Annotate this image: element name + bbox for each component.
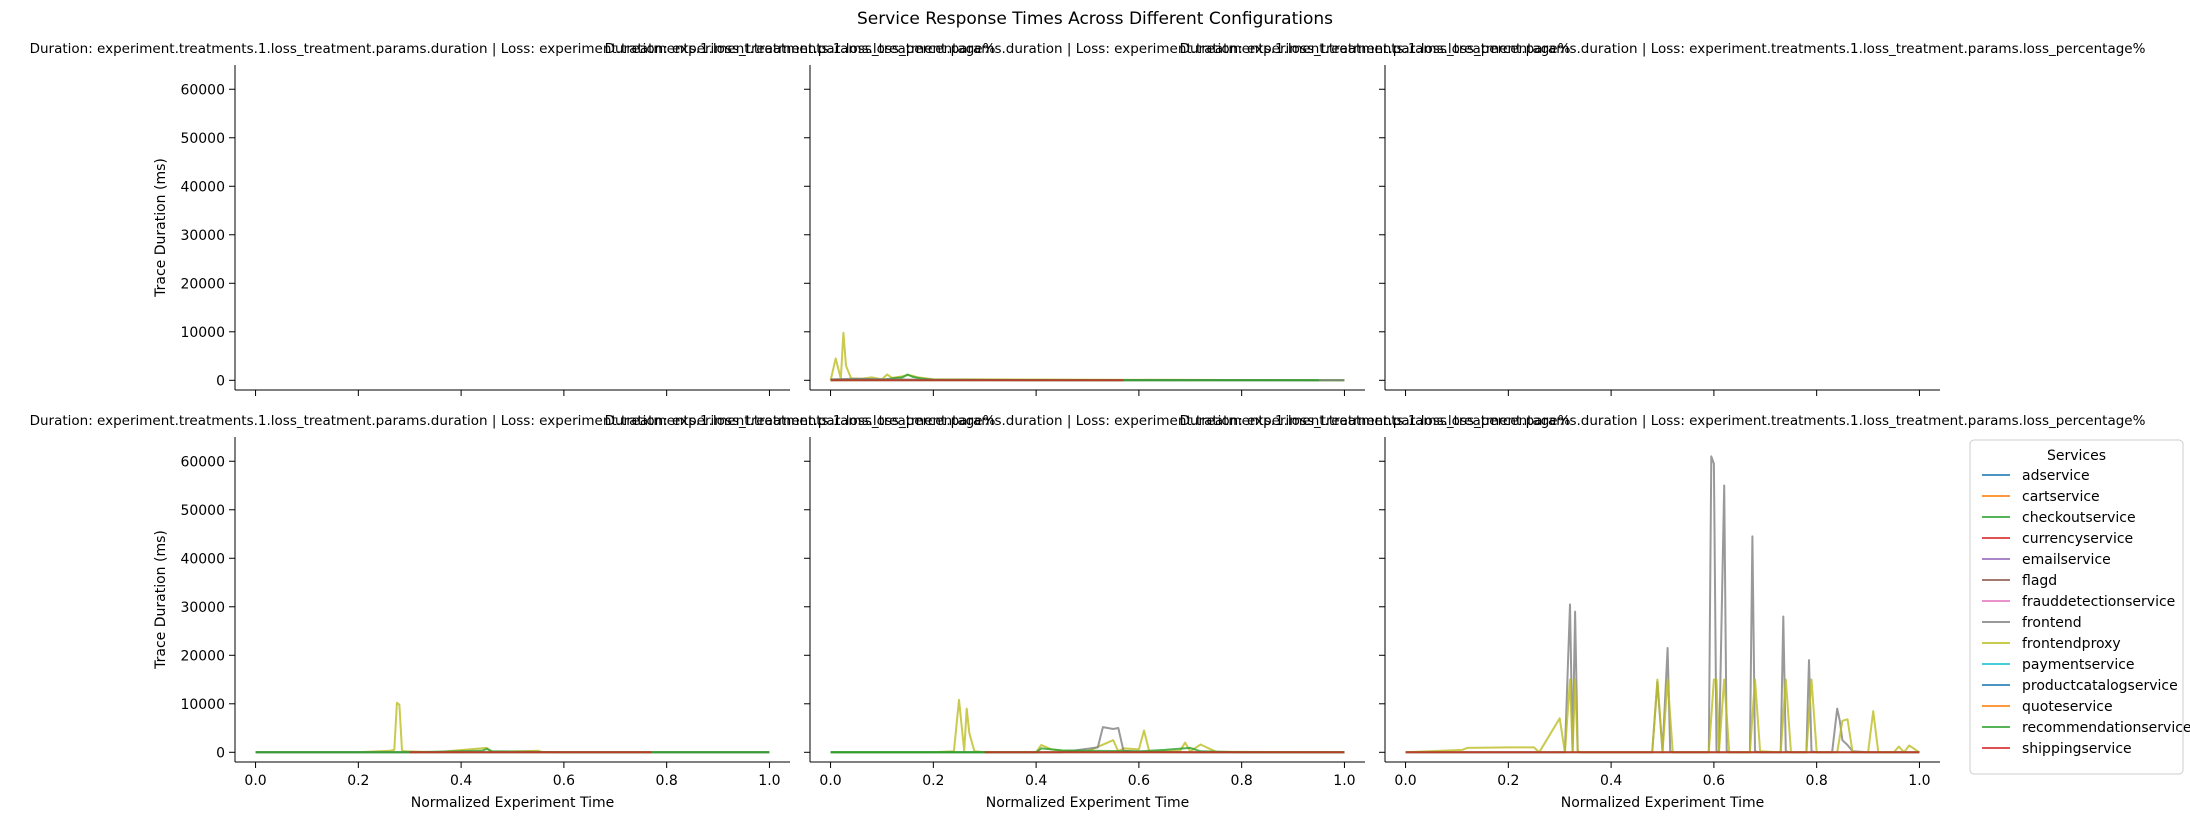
series-line-frontendproxy [255,701,770,754]
x-axis-label: Normalized Experiment Time [411,795,614,811]
x-tick-label: 0.8 [656,773,678,789]
legend-label-shippingservice: shippingservice [2022,741,2132,757]
legend-label-checkoutservice: checkoutservice [2022,510,2136,526]
x-tick-label: 0.6 [553,773,575,789]
y-tick-label: 0 [216,745,225,761]
series-line-frontendproxy [830,698,1345,754]
panel-title: Duration: experiment.treatments.1.loss_t… [605,413,1571,429]
series-group [829,331,1345,382]
y-tick-label: 10000 [180,697,225,713]
y-tick-label: 10000 [180,325,225,341]
x-tick-label: 0.8 [1231,773,1253,789]
legend-label-frontendproxy: frontendproxy [2022,636,2121,652]
x-tick-label: 0.6 [1703,773,1725,789]
y-axis-label: Trace Duration (ms) [153,530,169,670]
x-tick-label: 0.4 [1025,773,1047,789]
y-tick-label: 50000 [180,131,225,147]
y-tick-label: 40000 [180,551,225,567]
y-tick-label: 20000 [180,648,225,664]
legend: Services adservice cartservice checkoutserv… [1969,439,2190,775]
x-tick-label: 0.2 [1497,773,1519,789]
figure-title: Service Response Times Across Different … [857,9,1333,29]
legend-label-cartservice: cartservice [2022,489,2100,505]
legend-label-flagd: flagd [2022,573,2057,589]
y-tick-label: 0 [216,373,225,389]
series-group [830,698,1345,754]
x-tick-label: 0.0 [244,773,266,789]
panel-4: 0.0 0.2 0.4 0.6 0.8 1.0 0 10000 20000 30000 40000 5… [30,413,996,811]
legend-frame [1969,439,2184,775]
x-tick-label: 1.0 [758,773,780,789]
y-axis-label: Trace Duration (ms) [153,158,169,298]
x-tick-label: 1.0 [1333,773,1355,789]
panel-1: 0 10000 20000 30000 40000 50000 60000 Duration:… [30,41,996,396]
panel-title: Duration: experiment.treatments.1.loss_t… [30,41,996,57]
panel-title: Duration: experiment.treatments.1.loss_t… [1180,413,2146,429]
series-line-frontend [830,726,1345,754]
x-tick-label: 0.2 [922,773,944,789]
legend-label-recommendationservice: recommendationservice [2022,720,2190,736]
panel-6: 0.0 0.2 0.4 0.6 0.8 1.0 Duration: experiment.t… [1180,413,2146,811]
y-tick-label: 30000 [180,600,225,616]
panel-title: Duration: experiment.treatments.1.loss_t… [605,41,1571,57]
x-tick-label: 0.4 [1600,773,1622,789]
x-axis-label: Normalized Experiment Time [1561,795,1764,811]
legend-label-adservice: adservice [2022,468,2090,484]
y-tick-label: 50000 [180,503,225,519]
legend-label-productcatalogservice: productcatalogservice [2022,678,2178,694]
x-tick-label: 0.0 [819,773,841,789]
legend-label-currencyservice: currencyservice [2022,531,2133,547]
panel-2: Duration: experiment.treatments.1.loss_t… [605,41,1571,396]
x-tick-label: 0.4 [450,773,472,789]
y-tick-label: 30000 [180,228,225,244]
y-tick-label: 60000 [180,454,225,470]
series-group [1405,455,1920,754]
legend-title: Services [2047,448,2106,464]
x-tick-label: 0.2 [347,773,369,789]
legend-label-quoteservice: quoteservice [2022,699,2113,715]
panel-title: Duration: experiment.treatments.1.loss_t… [30,413,996,429]
legend-label-frontend: frontend [2022,615,2082,631]
y-tick-label: 40000 [180,179,225,195]
series-line-frontendproxy [829,331,1345,382]
series-group [255,701,770,754]
x-tick-label: 0.8 [1806,773,1828,789]
panel-3: Duration: experiment.treatments.1.loss_t… [1180,41,2146,396]
x-tick-label: 0.0 [1394,773,1416,789]
panel-5: 0.0 0.2 0.4 0.6 0.8 1.0 Duration: experiment.t… [605,413,1571,811]
x-axis-label: Normalized Experiment Time [986,795,1189,811]
x-tick-label: 0.6 [1128,773,1150,789]
x-tick-label: 1.0 [1908,773,1930,789]
y-tick-label: 20000 [180,276,225,292]
series-line-frontend [1405,455,1920,754]
legend-label-emailservice: emailservice [2022,552,2111,568]
panel-title: Duration: experiment.treatments.1.loss_t… [1180,41,2146,57]
legend-label-frauddetectionservice: frauddetectionservice [2022,594,2175,610]
y-tick-label: 60000 [180,82,225,98]
legend-label-paymentservice: paymentservice [2022,657,2135,673]
